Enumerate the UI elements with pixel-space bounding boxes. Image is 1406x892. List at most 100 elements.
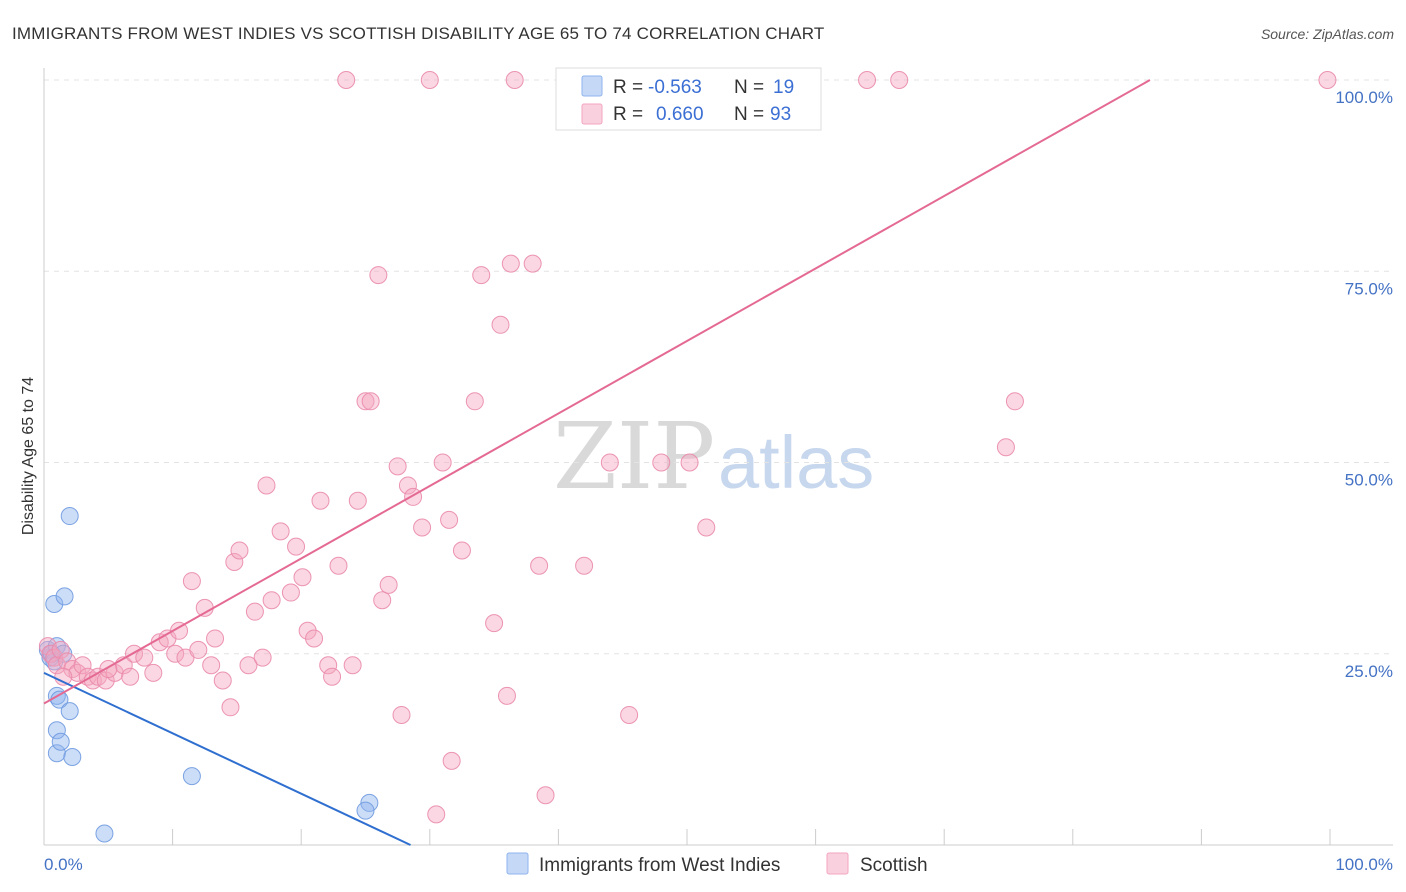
point-1-63 <box>472 266 491 285</box>
point-1-91 <box>121 667 140 686</box>
y-axis-label: Disability Age 65 to 74 <box>20 377 37 535</box>
trend-line-0 <box>43 671 411 846</box>
legend-swatch-scottish <box>581 103 603 125</box>
point-1-78 <box>697 518 716 537</box>
legend-swatch-west-indies <box>581 75 603 97</box>
axes <box>43 68 1393 846</box>
legend-n-value-1: 19 <box>773 77 794 98</box>
point-1-26 <box>202 656 221 675</box>
point-0-9 <box>47 721 66 740</box>
chart-source: Source: ZipAtlas.com <box>1261 26 1394 42</box>
point-1-32 <box>239 656 258 675</box>
point-1-37 <box>271 522 290 541</box>
y-tick-label-2: 75.0% <box>1345 279 1393 298</box>
point-1-81 <box>505 71 524 89</box>
point-1-38 <box>281 583 300 602</box>
legend-n-label-1: N = <box>734 77 764 98</box>
point-1-12 <box>96 671 115 690</box>
point-1-46 <box>329 556 348 575</box>
point-1-52 <box>373 591 392 610</box>
point-1-39 <box>287 537 306 556</box>
point-0-11 <box>51 732 70 751</box>
point-0-15 <box>60 507 79 526</box>
point-1-88 <box>1005 392 1024 411</box>
point-1-56 <box>398 476 417 495</box>
point-1-77 <box>680 453 699 472</box>
point-1-35 <box>257 476 276 495</box>
point-1-3 <box>47 656 66 675</box>
trend-line-1 <box>43 79 1151 705</box>
point-1-45 <box>323 667 342 686</box>
series-layer <box>38 71 1337 846</box>
y-tick-labels: 25.0% 50.0% 75.0% 100.0% <box>1335 88 1393 681</box>
point-1-17 <box>144 663 163 682</box>
point-1-40 <box>293 568 312 587</box>
legend-r-value-2: 0.660 <box>656 104 704 125</box>
point-0-14 <box>55 587 74 606</box>
point-1-79 <box>337 71 356 89</box>
point-0-13 <box>63 748 82 767</box>
point-0-19 <box>95 824 114 843</box>
point-1-61 <box>452 541 471 560</box>
legend-r-label-1: R = <box>613 77 643 98</box>
point-1-75 <box>620 705 639 724</box>
point-1-86 <box>890 71 909 89</box>
point-1-53 <box>379 575 398 594</box>
point-1-23 <box>182 572 201 591</box>
point-1-29 <box>221 698 240 717</box>
point-0-12 <box>60 702 79 721</box>
point-1-42 <box>305 629 324 648</box>
point-1-48 <box>348 491 367 510</box>
point-1-70 <box>536 786 555 805</box>
point-0-18 <box>356 801 375 820</box>
point-1-51 <box>369 266 388 285</box>
point-1-43 <box>311 491 330 510</box>
point-1-28 <box>213 671 232 690</box>
point-1-30 <box>225 552 244 571</box>
point-1-41 <box>298 621 317 640</box>
point-1-34 <box>253 648 272 667</box>
point-1-59 <box>433 453 452 472</box>
point-1-76 <box>652 453 671 472</box>
point-1-87 <box>996 438 1015 457</box>
point-1-31 <box>230 541 249 560</box>
point-1-71 <box>427 805 446 824</box>
point-1-64 <box>485 614 504 633</box>
point-1-85 <box>858 71 877 89</box>
series-1 <box>38 71 1337 824</box>
watermark-zip: ZIP <box>553 403 715 510</box>
gridlines <box>44 79 1393 655</box>
point-0-16 <box>182 767 201 786</box>
point-1-44 <box>319 656 338 675</box>
point-1-74 <box>600 453 619 472</box>
point-1-73 <box>575 556 594 575</box>
bottom-legend-label-scottish: Scottish <box>860 855 928 876</box>
bottom-legend-swatch-scottish <box>826 852 849 875</box>
y-tick-label-0: 25.0% <box>1345 662 1393 681</box>
point-0-5 <box>45 595 64 614</box>
point-1-21 <box>170 621 189 640</box>
point-1-54 <box>388 457 407 476</box>
x-tick-label-max: 100.0% <box>1335 855 1393 874</box>
point-1-8 <box>73 656 92 675</box>
point-1-89 <box>1318 71 1337 89</box>
point-1-24 <box>189 640 208 659</box>
bottom-legend-swatch-west-indies <box>506 852 529 875</box>
point-1-72 <box>442 751 461 770</box>
bottom-legend-label-west-indies: Immigrants from West Indies <box>539 855 780 876</box>
point-1-68 <box>523 254 542 273</box>
series-legend: Immigrants from West Indies Scottish <box>506 852 928 876</box>
point-1-80 <box>420 71 439 89</box>
point-1-49 <box>356 392 375 411</box>
point-1-33 <box>245 602 264 621</box>
stats-legend: R = -0.563 N = 19 R = 0.660 N = 93 <box>555 67 822 131</box>
point-1-55 <box>392 705 411 724</box>
point-1-67 <box>501 254 520 273</box>
legend-r-value-1: -0.563 <box>648 77 702 98</box>
y-tick-label-1: 50.0% <box>1345 471 1393 490</box>
point-1-16 <box>135 648 154 667</box>
point-1-65 <box>491 315 510 334</box>
x-tick-label-min: 0.0% <box>44 855 83 874</box>
point-1-69 <box>530 556 549 575</box>
